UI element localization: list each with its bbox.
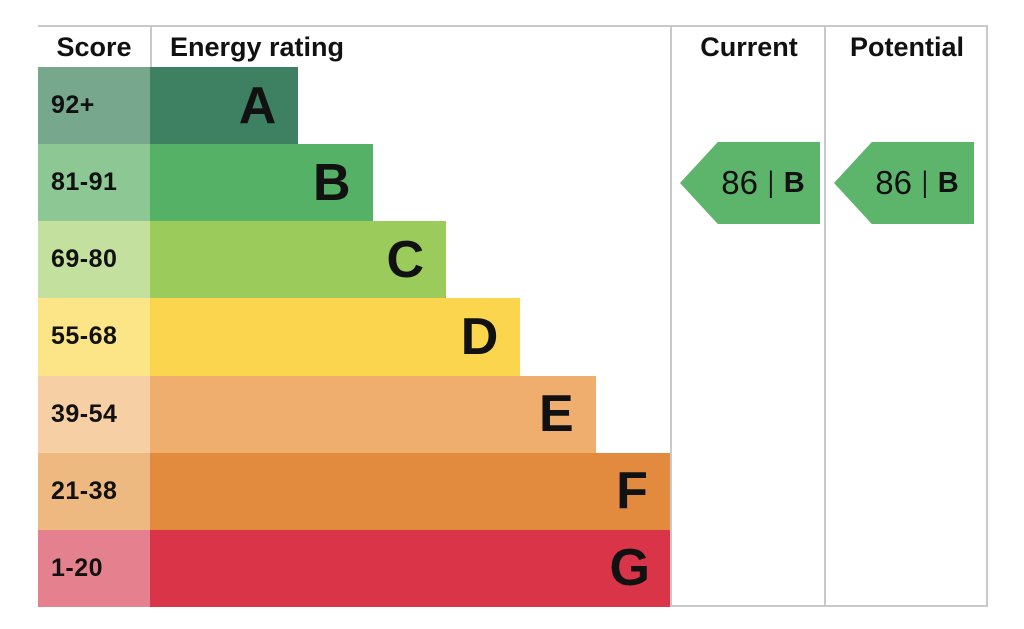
epc-table: Score Energy rating Current Potential 92… bbox=[38, 25, 988, 607]
rating-row-g: 1-20 G bbox=[38, 529, 672, 607]
current-rating-arrow: 86 | B bbox=[680, 142, 820, 224]
rating-letter: B bbox=[312, 153, 351, 212]
rating-bar-c: C bbox=[150, 221, 447, 299]
score-range: 92+ bbox=[38, 67, 150, 145]
rating-bar-f: F bbox=[150, 452, 670, 530]
header-energy-rating: Energy rating bbox=[170, 32, 345, 62]
current-rating-letter: B bbox=[783, 166, 805, 199]
arrow-divider: | bbox=[921, 166, 929, 199]
header-potential: Potential bbox=[849, 32, 964, 62]
rating-row-d: 55-68 D bbox=[38, 298, 672, 376]
score-range: 55-68 bbox=[38, 298, 150, 376]
score-range: 1-20 bbox=[38, 529, 150, 607]
header-current: Current bbox=[700, 32, 798, 62]
rating-bar-d: D bbox=[150, 298, 521, 376]
arrow-divider: | bbox=[767, 166, 775, 199]
rating-bar-e: E bbox=[150, 375, 596, 453]
rating-bar-g: G bbox=[150, 529, 672, 607]
score-range: 21-38 bbox=[38, 452, 150, 530]
divider-score-energy bbox=[150, 27, 152, 67]
table-right-border bbox=[986, 27, 988, 607]
divider-energy-current bbox=[670, 27, 672, 607]
rating-letter: D bbox=[460, 307, 499, 366]
rating-row-f: 21-38 F bbox=[38, 452, 672, 530]
rating-row-b: 81-91 B bbox=[38, 144, 672, 222]
rating-letter: C bbox=[386, 230, 425, 289]
rating-letter: A bbox=[238, 76, 277, 135]
score-range: 81-91 bbox=[38, 144, 150, 222]
header-score: Score bbox=[56, 32, 132, 62]
rating-letter: F bbox=[616, 462, 648, 521]
rating-bar-a: A bbox=[150, 67, 299, 145]
score-range: 39-54 bbox=[38, 375, 150, 453]
rating-bar-b: B bbox=[150, 144, 373, 222]
rating-letter: E bbox=[539, 385, 574, 444]
potential-rating-letter: B bbox=[937, 166, 959, 199]
current-rating-value: 86 bbox=[721, 164, 758, 201]
rating-row-c: 69-80 C bbox=[38, 221, 672, 299]
potential-rating-arrow: 86 | B bbox=[834, 142, 974, 224]
rating-band-rows: 92+ A 81-91 B 69-80 C 55-68 D 39-54 E 21-38 F 1-20 G bbox=[38, 67, 672, 607]
rating-row-a: 92+ A bbox=[38, 67, 672, 145]
potential-rating-value: 86 bbox=[875, 164, 912, 201]
score-range: 69-80 bbox=[38, 221, 150, 299]
divider-current-potential bbox=[824, 27, 826, 607]
rating-row-e: 39-54 E bbox=[38, 375, 672, 453]
rating-letter: G bbox=[609, 539, 650, 598]
table-header-row: Score Energy rating Current Potential bbox=[38, 27, 988, 67]
